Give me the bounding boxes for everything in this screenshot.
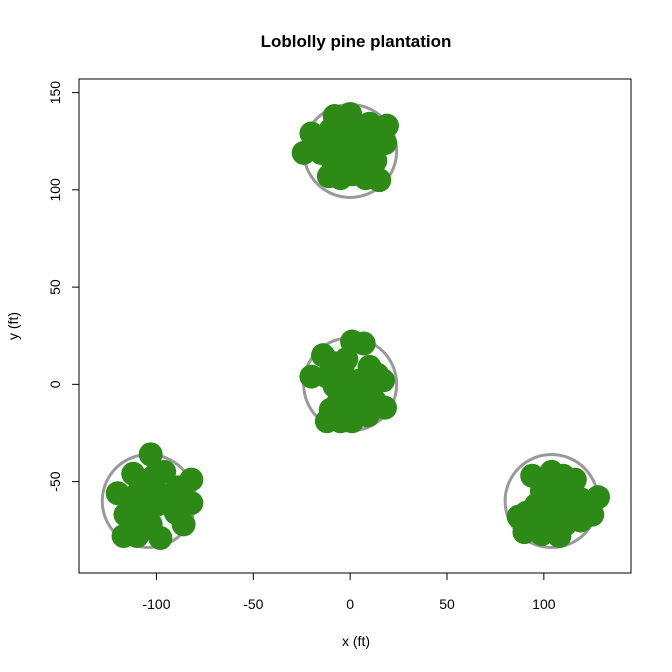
x-axis: -100 -50 0 50 100 [142,572,556,612]
y-axis: -50 0 50 100 150 [47,81,80,492]
x-tick-label: 50 [439,596,455,612]
tree-point-3-23 [136,485,161,510]
x-tick-label: 100 [532,596,556,612]
y-tick-label: 150 [47,81,63,105]
y-tick-label: -50 [47,471,63,491]
tree-point-2-28 [330,356,355,381]
x-tick-label: -100 [142,596,170,612]
tree-point-3-21 [125,524,150,549]
tree-point-4-23 [541,494,566,519]
x-tick-label: -50 [243,596,263,612]
y-tick-label: 100 [47,178,63,202]
tree-point-4-20 [512,520,537,545]
x-axis-label: x (ft) [342,633,370,649]
points-layer [105,102,611,550]
tree-point-4-24 [531,512,556,537]
y-axis-label: y (ft) [5,312,21,340]
tree-point-2-15 [371,368,396,393]
tree-point-1-28 [367,168,392,193]
tree-point-3-22 [148,525,173,550]
y-tick-label: 50 [47,279,63,295]
tree-point-2-2 [351,331,376,356]
tree-point-3-4 [142,463,167,488]
tree-point-1-17 [291,140,316,165]
tree-point-4-4 [562,467,587,492]
tree-point-4-19 [568,508,593,533]
chart-title: Loblolly pine plantation [261,32,452,51]
tree-point-3-1 [138,442,163,467]
tree-point-1-4 [374,113,399,138]
tree-point-3-19 [171,512,196,537]
tree-point-2-27 [351,382,376,407]
y-tick-label: 0 [47,380,63,388]
tree-point-2-25 [340,409,365,434]
tree-point-1-30 [324,137,349,162]
tree-point-1-13 [373,131,398,156]
x-tick-label: 0 [346,596,354,612]
